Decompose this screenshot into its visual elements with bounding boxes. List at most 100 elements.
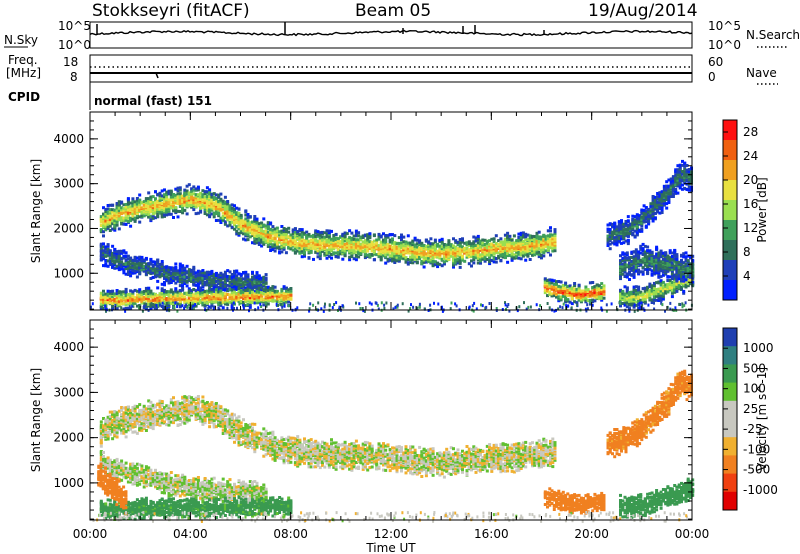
rti-cell (158, 194, 162, 198)
rti-cell (501, 255, 505, 259)
rti-cell (253, 215, 257, 218)
rti-cell (219, 221, 223, 224)
rti-cell (203, 190, 207, 194)
rti-cell (196, 273, 200, 277)
rti-cell (533, 244, 537, 248)
rti-cell (208, 281, 212, 285)
rti-cell (203, 271, 207, 275)
rti-cell (106, 289, 110, 293)
rti-cell (244, 273, 248, 277)
rti-cell (586, 288, 590, 292)
rti-cell (524, 238, 528, 242)
rti-cell (472, 255, 476, 259)
rti-cell (226, 289, 230, 293)
rti-cell (172, 195, 175, 199)
rti-cell (422, 246, 426, 250)
rti-cell (210, 195, 214, 199)
rti-cell (233, 287, 236, 291)
rti-cell (187, 300, 191, 304)
rti-cell (192, 185, 196, 189)
rti-cell (494, 244, 498, 248)
rti-cell (388, 244, 392, 248)
rti-cell (113, 211, 117, 215)
rti-cell (424, 260, 428, 264)
rti-cell (519, 238, 523, 242)
rti-cell (196, 288, 200, 292)
rti-cell (485, 240, 489, 243)
rti-cell (557, 287, 561, 291)
rti-cell (452, 237, 455, 241)
rti-cell (237, 277, 241, 281)
rti-cell (512, 241, 516, 245)
rti-cell (122, 271, 126, 275)
rti-cell (418, 243, 422, 247)
rti-cell (314, 240, 318, 244)
rti-cell (117, 203, 121, 207)
rti-cell (429, 258, 433, 262)
rti-cell (553, 237, 557, 241)
rti-cell (257, 222, 261, 226)
rti-cell (253, 241, 257, 245)
rti-cell (497, 242, 501, 246)
rti-cell (291, 248, 295, 252)
rti-cell (431, 263, 435, 267)
rti-cell (273, 233, 277, 237)
rti-cell (415, 257, 419, 261)
rti-cell (233, 271, 236, 275)
rti-cell (427, 240, 431, 244)
rti-cell (223, 273, 227, 277)
rti-cell (147, 271, 151, 275)
rti-cell (597, 295, 601, 299)
rti-cell (230, 286, 234, 290)
rti-cell (219, 219, 223, 223)
rti-cell (230, 203, 234, 207)
rti-cell (102, 245, 105, 249)
rti-cell (503, 239, 507, 243)
rti-cell (611, 236, 614, 240)
rti-cell (223, 222, 227, 226)
rti-cell (251, 224, 254, 228)
rti-cell (237, 207, 241, 211)
rti-cell (183, 208, 187, 212)
rti-cell (606, 227, 610, 231)
rti-cell (115, 251, 119, 255)
rti-cell (332, 238, 336, 242)
rti-cell (395, 245, 399, 249)
nave-tick-low: 0 (708, 70, 716, 84)
rti-cell (470, 242, 473, 246)
rti-cell (167, 189, 171, 193)
rti-cell (262, 275, 266, 279)
rti-cell (379, 234, 383, 238)
rti-cell (483, 252, 487, 256)
rti-cell (138, 258, 142, 262)
rti-cell (124, 262, 128, 266)
rti-cell (499, 259, 503, 262)
rti-cell (588, 302, 592, 306)
rti-cell (588, 300, 592, 304)
rti-cell (201, 189, 205, 193)
rti-cell (584, 287, 588, 291)
rti-cell (273, 292, 277, 296)
rti-cell (271, 296, 275, 300)
rti-cell (124, 306, 128, 310)
rti-cell (332, 251, 336, 255)
rti-cell (519, 253, 523, 257)
rti-cell (557, 299, 561, 303)
rti-cell (384, 238, 388, 242)
rti-cell (404, 259, 408, 263)
rti-cell (479, 239, 482, 243)
rti-cell (363, 239, 367, 243)
rti-cell (519, 231, 523, 235)
rti-cell (573, 300, 577, 304)
rti-cell (535, 236, 539, 240)
rti-cell (167, 207, 171, 211)
rti-cell (348, 238, 352, 242)
rti-cell (492, 260, 496, 264)
rti-cell (546, 285, 549, 288)
rti-cell (402, 250, 406, 254)
rti-cell (325, 248, 329, 252)
rti-cell (377, 237, 381, 241)
rti-cell (239, 274, 243, 278)
rti-cell (158, 204, 162, 208)
rti-cell (129, 274, 133, 278)
